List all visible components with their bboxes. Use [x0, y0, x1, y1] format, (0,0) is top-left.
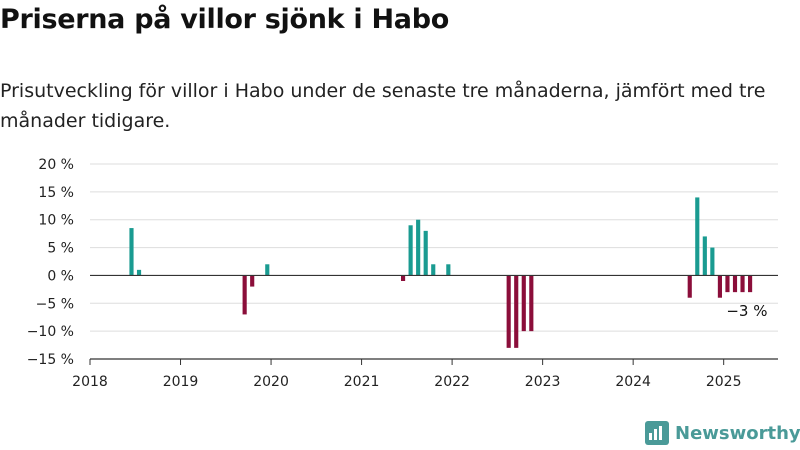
x-tick-label: 2020 [253, 374, 289, 390]
bar [748, 275, 753, 293]
bar [529, 275, 534, 332]
chart-title: Priserna på villor sjönk i Habo [0, 4, 449, 35]
brand-logo: Newsworthy [645, 419, 800, 447]
bar [717, 275, 722, 298]
y-tick-label: −15 % [27, 352, 74, 368]
x-tick-label: 2018 [72, 374, 108, 390]
bar-chart-logo-icon [645, 421, 669, 445]
chart-subtitle: Prisutveckling för villor i Habo under d… [0, 80, 766, 132]
y-tick-label: 15 % [38, 185, 74, 201]
bar [423, 230, 428, 276]
bar [740, 275, 745, 293]
bar [695, 197, 700, 276]
bar [702, 236, 707, 276]
bar [710, 247, 715, 276]
brand-name: Newsworthy [675, 422, 800, 444]
x-tick-label: 2025 [706, 374, 742, 390]
y-tick-label: 10 % [38, 213, 74, 229]
y-tick-label: 5 % [47, 241, 74, 257]
bar [725, 275, 730, 293]
bar [129, 228, 134, 276]
bar [250, 275, 255, 287]
bar [400, 275, 406, 281]
bar [732, 275, 738, 293]
x-tick-label: 2024 [615, 374, 651, 390]
x-tick-label: 2023 [525, 374, 561, 390]
x-tick-label: 2021 [344, 374, 380, 390]
x-tick-label: 2022 [434, 374, 470, 390]
bar [408, 225, 413, 276]
bar [431, 264, 436, 276]
y-tick-label: 20 % [38, 157, 74, 173]
y-tick-label: −5 % [36, 296, 74, 312]
y-tick-label: 0 % [47, 268, 74, 284]
bar [687, 275, 692, 298]
bar [242, 275, 247, 315]
x-tick-label: 2019 [163, 374, 199, 390]
bar [514, 275, 519, 348]
bar-chart: 20 % 15 % 10 % 5 % 0 % −5 % −10 % −15 % 2018 2019… [27, 157, 778, 390]
bar [136, 269, 142, 276]
y-tick-label: −10 % [27, 324, 74, 340]
data-label: −3 % [726, 302, 767, 320]
bar [506, 275, 511, 348]
bar [265, 264, 270, 276]
bar [416, 219, 421, 276]
bar [446, 264, 451, 276]
bar [521, 275, 526, 332]
